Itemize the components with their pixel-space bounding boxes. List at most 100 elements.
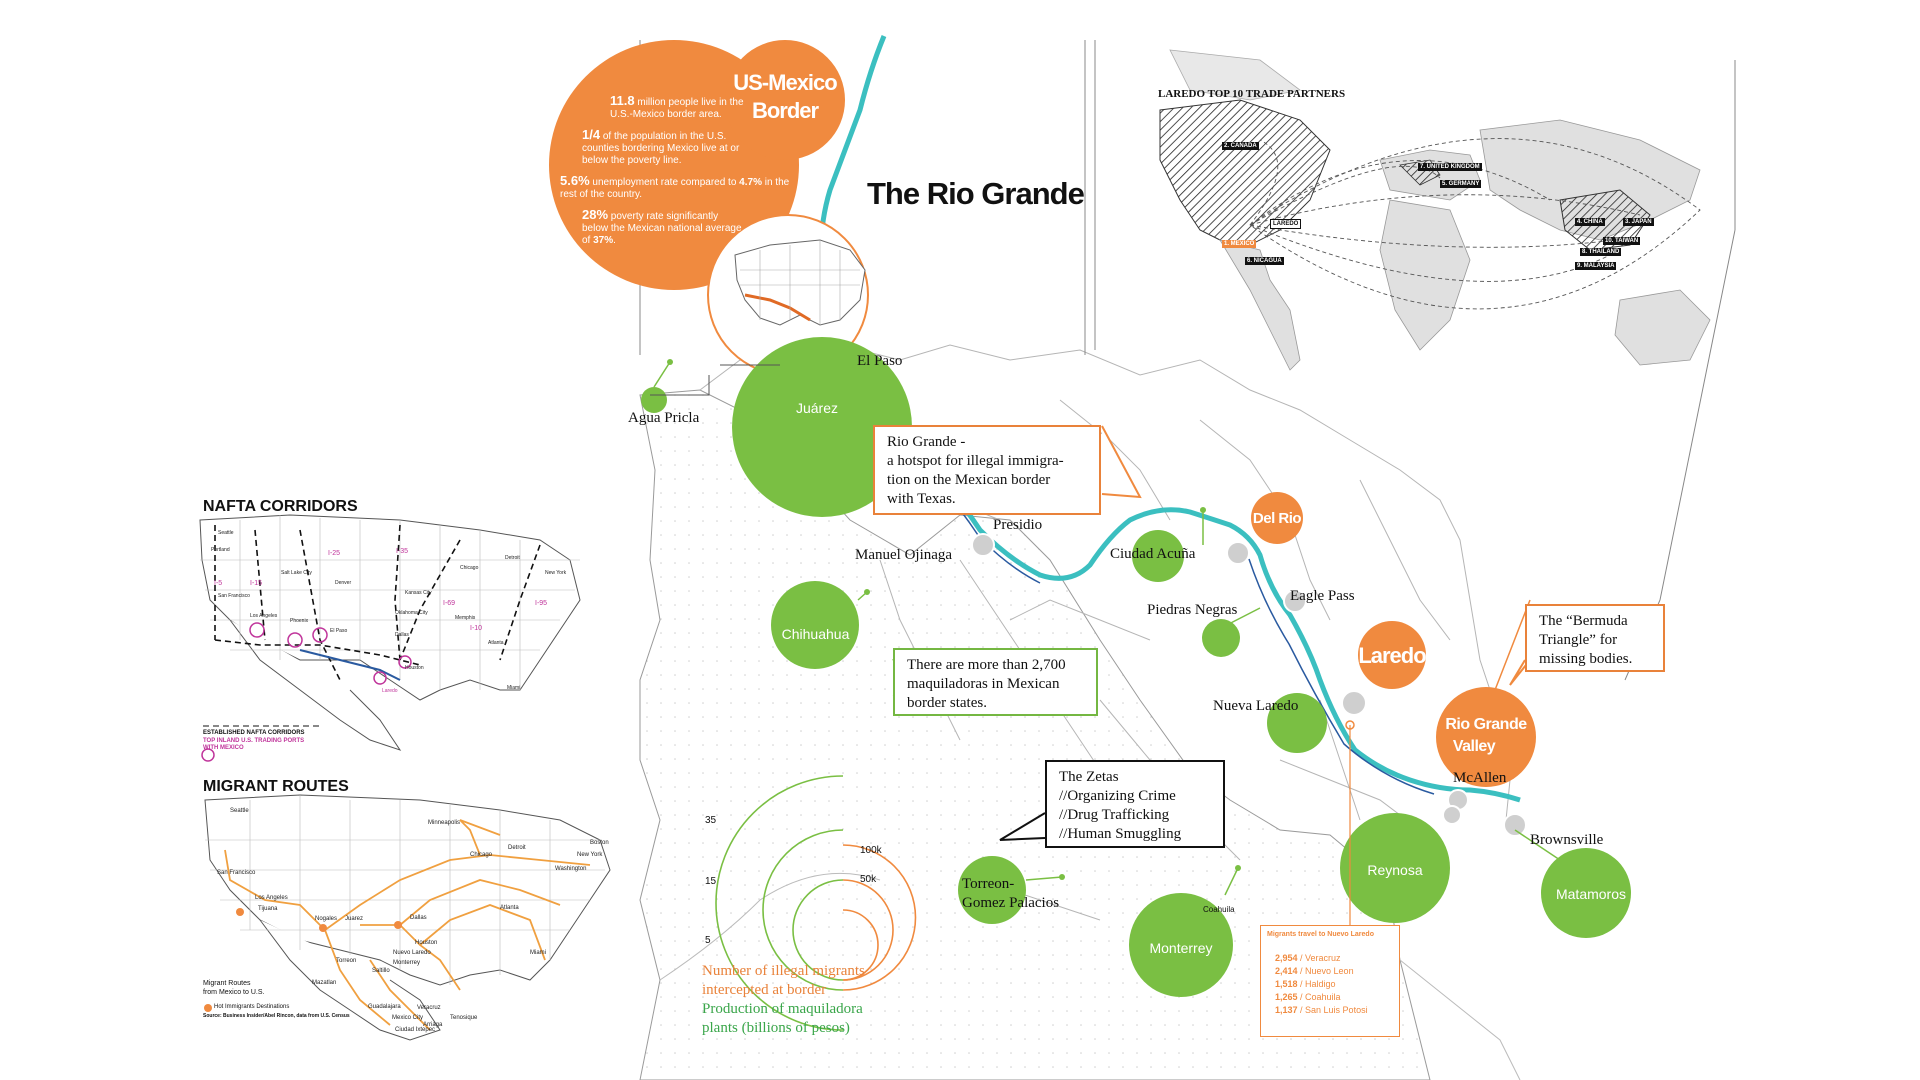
migrant-legend-2: from Mexico to U.S. bbox=[203, 989, 265, 996]
city-eagle-pass: Eagle Pass bbox=[1290, 588, 1355, 604]
trade-partner-label: LAREDO bbox=[1270, 219, 1302, 229]
migrant-city: Washington bbox=[555, 866, 587, 872]
callout-bermuda: The “Bermuda Triangle” for missing bodie… bbox=[1525, 604, 1665, 672]
city-rgv-line2: Valley bbox=[1452, 738, 1496, 755]
migrant-city: Mazatlan bbox=[312, 980, 337, 986]
nafta-city: Memphis bbox=[455, 615, 476, 621]
nafta-map bbox=[199, 514, 581, 762]
nafta-city: Houston bbox=[405, 665, 424, 671]
stat-item: 5.6% unemployment rate compared to 4.7% … bbox=[560, 173, 790, 201]
callout-line: Rio Grande - bbox=[887, 434, 966, 450]
juarez-circle bbox=[732, 337, 912, 517]
nafta-city: Denver bbox=[335, 580, 352, 586]
migrant-city: Juarez bbox=[345, 916, 364, 922]
trade-partner-label: 2. CANADA bbox=[1222, 142, 1259, 150]
migrant-city: Nuevo Laredo bbox=[393, 950, 431, 956]
nafta-city: Portland bbox=[211, 547, 230, 553]
nafta-city: Laredo bbox=[382, 688, 398, 694]
nafta-city: Oklahoma City bbox=[395, 610, 428, 616]
nafta-legend-ports-1: TOP INLAND U.S. TRADING PORTS bbox=[203, 738, 305, 744]
migrants-place: / Coahuila bbox=[1297, 992, 1341, 1002]
migrant-routes-title: MIGRANT ROUTES bbox=[203, 778, 349, 795]
nafta-city: San Francisco bbox=[218, 593, 250, 599]
nafta-legend-port-icon bbox=[201, 748, 215, 762]
city-matamoros: Matamoros bbox=[1555, 886, 1627, 902]
stat-number: 28% bbox=[582, 207, 609, 222]
city-reynosa: Reynosa bbox=[1367, 862, 1423, 878]
city-piedras-negras: Piedras Negras bbox=[1147, 602, 1238, 618]
callout-line: maquiladoras in Mexican bbox=[907, 676, 1060, 692]
migrant-city: Los Angeles bbox=[255, 895, 288, 901]
trade-partner-label: 10. TAIWAN bbox=[1603, 237, 1641, 245]
city-rgv-line1: Rio Grande bbox=[1445, 716, 1527, 733]
migrants-place: / Nuevo Leon bbox=[1297, 966, 1354, 976]
torreon-circle bbox=[958, 856, 1026, 924]
callout-line: The “Bermuda bbox=[1539, 613, 1628, 629]
nafta-legend-corridors: ESTABLISHED NAFTA CORRIDORS bbox=[203, 730, 305, 736]
stat-text: unemployment rate compared to bbox=[589, 177, 740, 188]
migrant-city: Saltillo bbox=[372, 968, 390, 974]
legend-green-line2: plants (billions of pesos) bbox=[702, 1020, 850, 1036]
migrants-row: 1,518 / Haldigo bbox=[1275, 978, 1393, 991]
stat-number: 5.6% bbox=[560, 173, 590, 188]
migrant-city: Tenosique bbox=[450, 1015, 478, 1021]
nafta-city: Dallas bbox=[395, 632, 409, 638]
trade-partner-label: 3. JAPAN bbox=[1623, 218, 1654, 226]
stat-text: million people live in the U.S.-Mexico b… bbox=[610, 97, 744, 120]
reynosa-circle bbox=[1340, 813, 1450, 923]
legend-tick-35: 35 bbox=[705, 815, 717, 826]
stat-text: of the population in the U.S. counties b… bbox=[582, 131, 740, 166]
nafta-legend-ports-2: WITH MEXICO bbox=[203, 745, 244, 751]
migrants-count: 1,265 bbox=[1275, 992, 1298, 1002]
migrant-city: Arriaga bbox=[423, 1022, 443, 1028]
nafta-city: Seattle bbox=[218, 530, 234, 536]
agua-pricla-circle bbox=[641, 387, 667, 413]
legend-tick-100k: 100k bbox=[860, 845, 882, 856]
ciudad-acuna-circle bbox=[1132, 530, 1184, 582]
stat-item: 11.8 million people live in the U.S.-Mex… bbox=[610, 94, 760, 121]
stat-text: . bbox=[613, 235, 616, 246]
city-del-rio: Del Rio bbox=[1252, 510, 1302, 527]
nafta-city: Detroit bbox=[505, 555, 520, 561]
city-ciudad-acuna: Ciudad Acuña bbox=[1110, 546, 1196, 562]
migrant-city: New York bbox=[577, 852, 603, 858]
migrant-city: Miami bbox=[530, 950, 546, 956]
rio-grande-valley-circle bbox=[1436, 687, 1536, 787]
migrant-legend-3: Hot Immigrants Destinations bbox=[214, 1004, 290, 1010]
legend-orange-line2: intercepted at border bbox=[702, 982, 827, 998]
migrant-city: Seattle bbox=[230, 808, 249, 814]
migrant-city: Dallas bbox=[410, 915, 427, 921]
migrant-city: Tijuana bbox=[258, 906, 278, 912]
piedras-negras-circle bbox=[1202, 619, 1240, 657]
migrant-city: Houston bbox=[415, 940, 438, 946]
city-manuel-ojinaga: Manuel Ojinaga bbox=[855, 547, 953, 563]
city-laredo: Laredo bbox=[1358, 643, 1426, 668]
stat-text: poverty rate significantly below the Mex… bbox=[582, 211, 742, 246]
leader-lines bbox=[650, 359, 1561, 925]
callout-line: //Human Smuggling bbox=[1059, 826, 1182, 842]
migrants-row: 1,265 / Coahuila bbox=[1275, 991, 1393, 1004]
callout-line: a hotspot for illegal immigra- bbox=[887, 453, 1064, 469]
trade-partner-label: 9. MALAYSIA bbox=[1575, 262, 1617, 270]
legend-tick-15: 15 bbox=[705, 876, 717, 887]
stat-text: in the rest of the country. bbox=[560, 177, 790, 200]
nafta-route-label: I-10 bbox=[470, 625, 483, 632]
legend-green-line1: Production of maquiladora bbox=[702, 1001, 863, 1017]
trade-title: LAREDO TOP 10 TRADE PARTNERS bbox=[1158, 88, 1346, 100]
border-header-line2: Border bbox=[751, 98, 819, 123]
nafta-title: NAFTA CORRIDORS bbox=[203, 498, 358, 515]
migrants-row: 2,414 / Nuevo Leon bbox=[1275, 965, 1393, 978]
trade-partner-label: 8. THAILAND bbox=[1580, 248, 1622, 256]
migrant-city: San Francisco bbox=[217, 870, 256, 876]
city-el-paso: El Paso bbox=[857, 353, 903, 369]
city-agua-pricla: Agua Pricla bbox=[628, 410, 700, 426]
migrants-count: 2,954 bbox=[1275, 953, 1298, 963]
migrant-city: Detroit bbox=[508, 845, 526, 851]
stat-number: 37% bbox=[593, 235, 614, 246]
trade-partner-label: 1. MEXICO bbox=[1222, 240, 1257, 248]
nafta-city: Los Angeles bbox=[250, 613, 278, 619]
trade-partner-label: 6. NICAGUA bbox=[1245, 257, 1284, 265]
migrants-place: / San Luis Potosi bbox=[1297, 1005, 1368, 1015]
migrants-place: / Haldigo bbox=[1297, 979, 1336, 989]
migrant-legend-1: Migrant Routes bbox=[203, 980, 251, 987]
